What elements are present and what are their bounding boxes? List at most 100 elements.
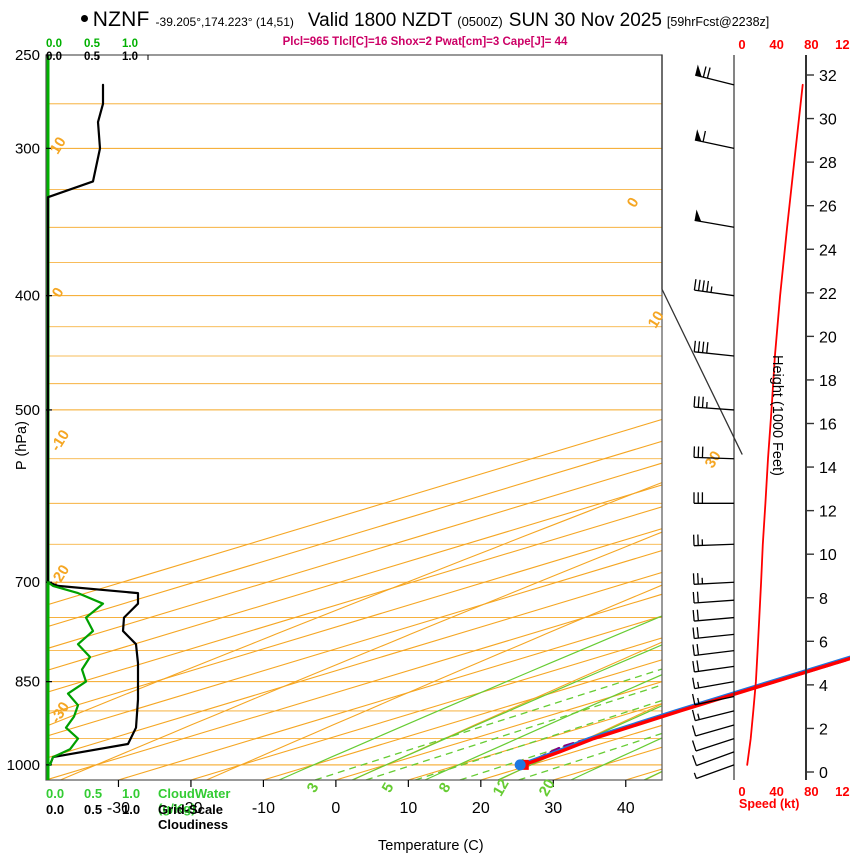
speed-tick-bottom-120: 120	[835, 784, 850, 799]
speed-tick-top-80: 80	[804, 37, 818, 52]
legend-cloudwater-tick-0: 0.0	[46, 786, 65, 801]
top-cloudwater-tick-1: 0.5	[84, 38, 100, 50]
dry-adiabat-20	[498, 703, 662, 780]
moist-adiabat-20	[497, 705, 662, 780]
mixing-ratio-label-2: 8	[436, 780, 455, 796]
dry-adiabat-label-0: 10	[47, 134, 70, 157]
mixing-ratio-8	[415, 699, 662, 780]
wind-barb	[692, 591, 735, 604]
dry-adiabat-label-1: 0	[49, 285, 68, 301]
pressure-label-700: 700	[15, 574, 40, 591]
top-cloudiness-tick-2: 1.0	[122, 51, 138, 63]
surface-dewpoint-marker	[514, 759, 526, 771]
dry-adiabat-label-2: -10	[47, 427, 73, 454]
pressure-label-500: 500	[15, 402, 40, 419]
isotherm-40	[625, 768, 662, 780]
mixing-ratio-5	[365, 684, 662, 780]
station-marker-icon	[80, 15, 88, 23]
isotherm--70	[46, 528, 662, 716]
mixing-ratio-3	[314, 668, 662, 780]
temperature-label-40: 40	[617, 800, 635, 817]
mixing-ratio-label-3: 12	[490, 776, 513, 799]
top-cloudwater-tick-0: 0.0	[46, 38, 62, 50]
station-id: NZNF	[92, 8, 150, 31]
wind-barb	[691, 693, 735, 706]
isotherm--110	[46, 440, 662, 628]
speed-tick-top-120: 120	[835, 37, 850, 52]
height-axis-title: Height (1000 Feet)	[769, 355, 785, 476]
forecast-info: [59hrFcst@2238z]	[666, 15, 770, 29]
speed-tick-bottom-0: 0	[738, 784, 745, 799]
temperature-label--20: -20	[179, 800, 202, 817]
moist-adiabat-10	[424, 674, 662, 780]
wind-barb	[693, 764, 735, 780]
pressure-label-1000: 1000	[7, 757, 40, 774]
mixing-ratio-label-1: 5	[379, 780, 398, 796]
legend-cloudwater-tick-2: 1.0	[122, 786, 141, 801]
temperature-label--10: -10	[252, 800, 275, 817]
wind-barb	[693, 340, 735, 357]
page-title: NZNF -39.205°,174.223° (14,51) Valid 1800 …	[0, 8, 850, 32]
station-coordinates: -39.205°,174.223° (14,51)	[155, 15, 294, 29]
dry-adiabat--40	[60, 531, 662, 780]
moist-adiabat--10	[278, 615, 662, 780]
height-label-0: 0	[819, 765, 828, 782]
wind-barb	[694, 209, 735, 228]
wind-speed-trace	[746, 83, 804, 766]
wind-barb	[692, 660, 735, 673]
isotherm--10	[263, 659, 662, 780]
height-label-30: 30	[819, 112, 837, 129]
sounding-stats: Plcl=965 Tlcl[C]=16 Shox=2 Pwat[cm]=3 Ca…	[282, 36, 568, 48]
legend-cloudiness-label: Grid-Scale Cloudiness	[158, 802, 229, 832]
speed-tick-bottom-40: 40	[769, 784, 783, 799]
top-cloudiness-tick-1: 0.5	[84, 51, 100, 63]
thermo-box-frame	[45, 54, 663, 781]
wind-barb	[692, 751, 735, 767]
isotherm--120	[46, 418, 662, 606]
wind-barb	[692, 677, 735, 690]
pressure-label-400: 400	[15, 288, 40, 305]
height-label-8: 8	[819, 591, 828, 608]
wind-barb	[692, 534, 735, 547]
dry-adiabat-label-6: 10	[645, 308, 668, 331]
wind-barb	[692, 609, 735, 622]
wind-barb	[692, 627, 735, 640]
wind-barb	[691, 709, 735, 722]
top-cloudiness-tick-0: 0.0	[46, 51, 62, 63]
wind-barb	[692, 573, 735, 585]
height-label-20: 20	[819, 329, 837, 346]
isotherm--30	[118, 615, 662, 780]
temperature-label-0: 0	[331, 800, 340, 817]
height-label-24: 24	[819, 242, 837, 259]
height-label-28: 28	[819, 155, 837, 172]
height-label-18: 18	[819, 373, 837, 390]
wind-barb	[694, 129, 735, 149]
mixing-ratio-label-0: 3	[304, 780, 323, 796]
temperature-label-30: 30	[544, 800, 562, 817]
top-cloudwater-tick-2: 1.0	[122, 38, 138, 50]
mixing-ratio-label-4: 20	[536, 776, 559, 799]
temperature-label-10: 10	[399, 800, 417, 817]
height-label-16: 16	[819, 417, 837, 434]
height-label-6: 6	[819, 634, 828, 651]
wind-barbs	[691, 64, 735, 780]
height-label-32: 32	[819, 68, 837, 85]
height-label-2: 2	[819, 721, 828, 738]
speed-tick-top-40: 40	[769, 37, 783, 52]
temperature-label--30: -30	[107, 800, 130, 817]
moist-adiabat-0	[351, 644, 662, 780]
isotherm--60	[46, 549, 662, 737]
wind-barb	[693, 446, 735, 460]
pressure-axis-title: P (hPa)	[14, 421, 30, 470]
speed-axis-title: Speed (kt)	[739, 797, 800, 811]
speed-tick-bottom-80: 80	[804, 784, 818, 799]
temperature-label-20: 20	[472, 800, 490, 817]
height-label-26: 26	[819, 199, 837, 216]
isotherm--80	[46, 506, 662, 694]
temperature-axis-title: Temperature (C)	[378, 838, 484, 854]
dry-adiabat--20	[206, 584, 662, 780]
isotherm--20	[190, 637, 662, 780]
temperature-trace	[522, 656, 850, 767]
mixing-ratio-20	[518, 732, 662, 780]
